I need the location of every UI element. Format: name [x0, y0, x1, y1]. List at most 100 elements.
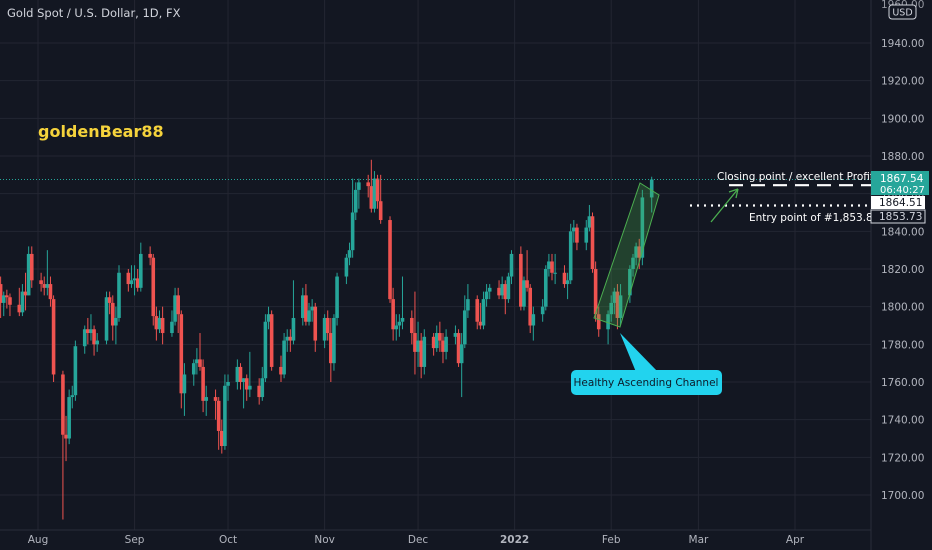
candle-body — [453, 333, 458, 337]
target-price-tag: 1864.51 — [871, 196, 925, 209]
candle-body — [307, 310, 311, 322]
x-tick-label: Mar — [689, 534, 709, 546]
y-tick-label: 1940.00 — [881, 38, 924, 50]
arrow-icon — [710, 188, 739, 223]
candle-body — [519, 253, 523, 307]
entry-price-label: 1853.73 — [879, 211, 922, 223]
candle-body — [410, 317, 414, 334]
candle-body — [640, 197, 645, 258]
candle-body — [497, 287, 501, 296]
y-tick-label: 1900.00 — [881, 113, 924, 125]
candle-body — [89, 329, 93, 334]
entry-annotation: Entry point of #1,853.80 — [749, 212, 879, 224]
candle-body — [590, 216, 595, 269]
candle-body — [226, 382, 230, 386]
candle-body — [135, 278, 140, 288]
candle-body — [126, 272, 131, 285]
time-axis: Aug Sep Oct Nov Dec 2022 Feb Mar Apr — [28, 534, 805, 546]
chart-title: Gold Spot / U.S. Dollar, 1D, FX — [7, 6, 181, 20]
candle-body — [575, 227, 579, 243]
candle-body — [198, 359, 202, 367]
candle-body — [606, 314, 610, 330]
candle-body — [378, 201, 383, 221]
candle-body — [170, 321, 174, 334]
candle-body — [195, 359, 199, 364]
candle-body — [615, 291, 620, 318]
candle-body — [562, 272, 567, 285]
candle-body — [117, 272, 121, 318]
candle-body — [223, 385, 227, 447]
candlestick-series — [0, 159, 654, 520]
y-tick-label: 1880.00 — [881, 151, 924, 163]
candle-body — [618, 295, 623, 318]
candle-body — [335, 276, 339, 318]
candle-body — [628, 269, 632, 296]
candle-body — [0, 284, 3, 303]
candle-body — [104, 297, 109, 341]
candle-body — [304, 295, 308, 322]
candle-body — [291, 317, 296, 341]
candle-body — [70, 395, 75, 398]
current-price-label: 1867.54 — [880, 173, 924, 185]
candle-body — [48, 284, 53, 300]
candle-body — [416, 340, 420, 352]
x-tick-label: 2022 — [500, 534, 529, 546]
channel-callout: Healthy Ascending Channel — [571, 333, 722, 395]
y-tick-label: 1700.00 — [881, 490, 924, 502]
candle-body — [481, 299, 486, 326]
candle-body — [151, 257, 156, 317]
candle-body — [540, 306, 545, 315]
candle-body — [397, 321, 402, 326]
candle-body — [39, 280, 43, 285]
candle-body — [547, 261, 551, 269]
candle-body — [244, 378, 249, 390]
candle-body — [29, 253, 34, 281]
candle-body — [176, 295, 180, 315]
candle-body — [413, 333, 417, 352]
candle-body — [637, 246, 642, 258]
x-tick-label: Apr — [786, 534, 805, 546]
target-annotation: Closing point / excellent Profits — [717, 171, 880, 183]
candle-body — [204, 397, 209, 401]
candle-body — [173, 295, 177, 322]
y-tick-label: 1820.00 — [881, 264, 924, 276]
candle-body — [8, 297, 12, 305]
countdown-label: 06:40:27 — [880, 185, 925, 196]
candle-body — [500, 284, 504, 296]
candle-body — [369, 186, 374, 209]
candle-body — [422, 336, 427, 367]
candle-body — [419, 340, 423, 367]
candle-body — [17, 304, 22, 313]
candle-body — [86, 329, 90, 334]
candle-body — [64, 434, 68, 439]
candle-body — [503, 284, 508, 300]
candle-body — [157, 317, 162, 330]
candle-body — [201, 366, 205, 401]
candle-body — [478, 321, 483, 326]
candle-body — [288, 336, 293, 341]
candle-body — [444, 336, 448, 352]
candle-body — [525, 280, 529, 288]
candle-body — [459, 344, 464, 364]
ascending-channel — [593, 182, 660, 328]
candle-body — [587, 216, 592, 228]
y-tick-label: 1780.00 — [881, 339, 924, 351]
x-tick-label: Oct — [219, 534, 237, 546]
candle-body — [51, 299, 56, 375]
candle-body — [431, 336, 436, 349]
candle-body — [20, 291, 25, 313]
currency-badge[interactable]: USD — [888, 4, 917, 20]
candle-body — [543, 269, 548, 307]
candle-body — [522, 280, 526, 307]
candle-body — [596, 314, 601, 330]
candle-body — [609, 302, 614, 315]
candle-body — [285, 336, 290, 341]
candle-body — [95, 340, 99, 345]
candle-body — [282, 340, 286, 375]
candle-body — [238, 366, 243, 382]
candle-body — [73, 346, 78, 396]
candle-body — [332, 317, 336, 364]
candle-body — [572, 227, 576, 232]
candle-body — [441, 340, 445, 352]
